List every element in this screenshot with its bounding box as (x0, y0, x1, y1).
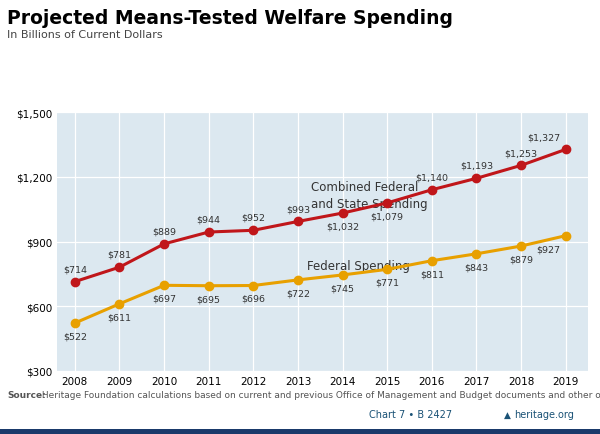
Text: $611: $611 (107, 312, 131, 322)
Text: $722: $722 (286, 289, 310, 298)
Text: Federal Spending: Federal Spending (307, 259, 410, 272)
Text: Projected Means-Tested Welfare Spending: Projected Means-Tested Welfare Spending (7, 9, 453, 28)
Text: $697: $697 (152, 294, 176, 303)
Text: ▲: ▲ (504, 410, 511, 419)
Text: $993: $993 (286, 205, 310, 214)
Text: $927: $927 (536, 244, 560, 253)
Text: $1,193: $1,193 (460, 161, 493, 171)
Text: $811: $811 (420, 270, 444, 278)
Text: $771: $771 (375, 278, 399, 287)
Text: $1,327: $1,327 (527, 133, 560, 142)
Text: $1,032: $1,032 (326, 222, 359, 231)
Text: $714: $714 (63, 265, 87, 274)
Text: $944: $944 (197, 215, 221, 224)
Text: $1,253: $1,253 (505, 149, 538, 158)
Text: $1,140: $1,140 (415, 173, 448, 182)
Text: $745: $745 (331, 284, 355, 293)
Text: Heritage Foundation calculations based on current and previous Office of Managem: Heritage Foundation calculations based o… (39, 391, 600, 400)
Text: $952: $952 (241, 214, 265, 223)
Text: $843: $843 (464, 263, 488, 272)
Text: Source:: Source: (7, 391, 46, 400)
Text: $695: $695 (197, 294, 221, 303)
Text: heritage.org: heritage.org (514, 409, 574, 419)
Text: In Billions of Current Dollars: In Billions of Current Dollars (7, 30, 163, 40)
Text: Combined Federal
and State Spending: Combined Federal and State Spending (311, 181, 428, 210)
Text: $696: $696 (241, 294, 265, 303)
Text: $889: $889 (152, 227, 176, 236)
Text: $1,079: $1,079 (371, 212, 404, 221)
Text: $879: $879 (509, 255, 533, 264)
Text: $781: $781 (107, 250, 131, 259)
Text: Chart 7 • B 2427: Chart 7 • B 2427 (369, 409, 452, 419)
Text: $522: $522 (63, 332, 87, 341)
